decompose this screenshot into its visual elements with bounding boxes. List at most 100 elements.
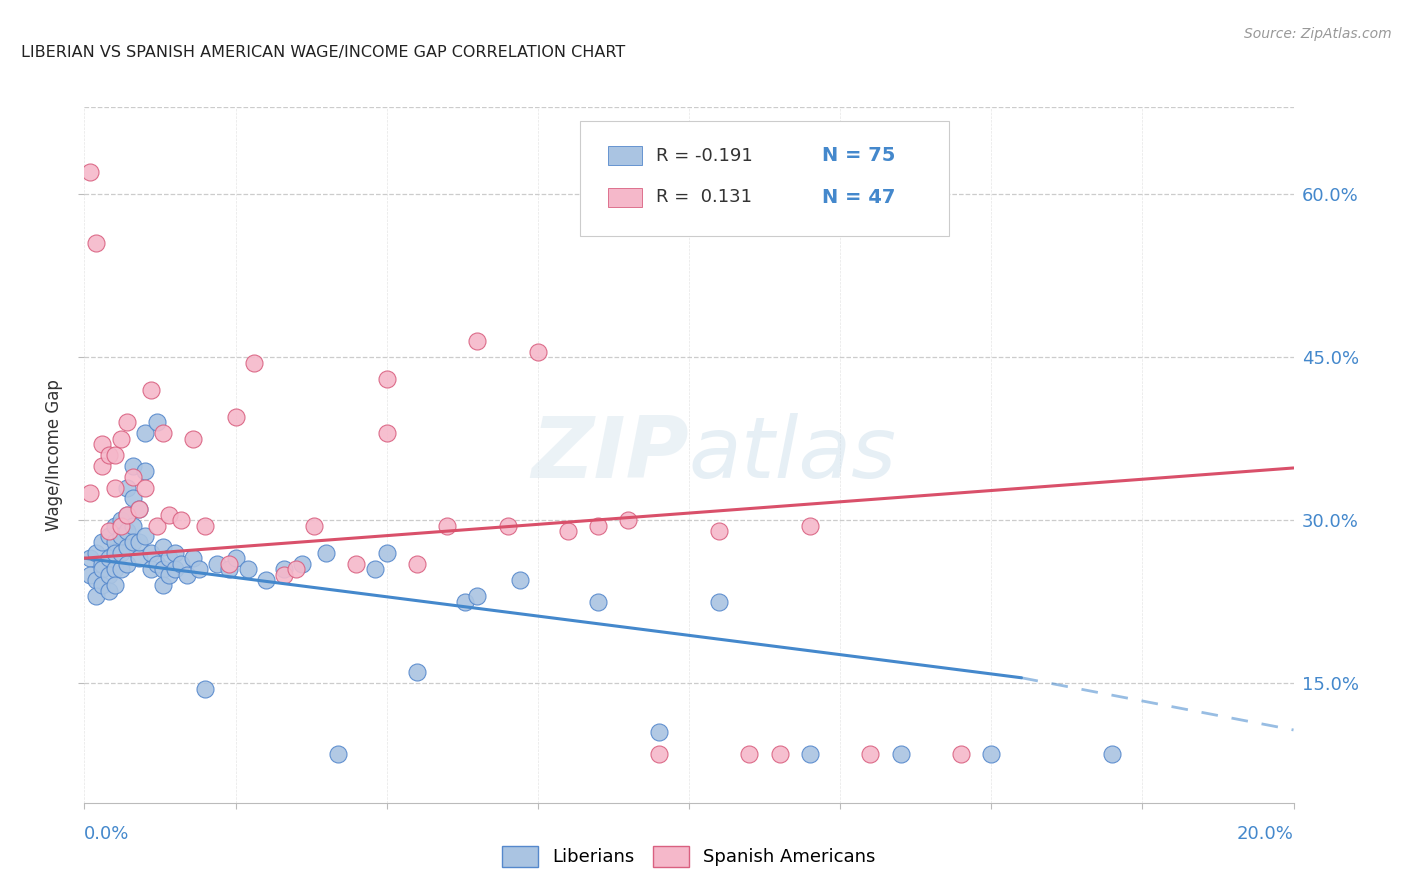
Point <box>97 551 120 566</box>
Point <box>110 546 132 560</box>
Point <box>91 557 114 571</box>
Point <box>121 458 143 473</box>
Point <box>104 534 127 549</box>
Point <box>139 562 162 576</box>
Point <box>152 426 174 441</box>
Point <box>115 415 138 429</box>
Point <box>97 524 120 538</box>
Point <box>242 355 264 369</box>
Point <box>496 518 519 533</box>
Point <box>115 508 138 522</box>
FancyBboxPatch shape <box>581 121 949 235</box>
Point <box>406 557 429 571</box>
Point <box>115 524 138 538</box>
Text: LIBERIAN VS SPANISH AMERICAN WAGE/INCOME GAP CORRELATION CHART: LIBERIAN VS SPANISH AMERICAN WAGE/INCOME… <box>21 45 626 60</box>
Point <box>128 502 150 516</box>
Text: R =  0.131: R = 0.131 <box>657 188 752 206</box>
Point <box>86 546 108 560</box>
Point <box>194 518 217 533</box>
Point <box>86 589 108 603</box>
Point <box>134 529 156 543</box>
Point <box>139 383 162 397</box>
Point <box>363 562 385 576</box>
Point <box>86 573 108 587</box>
Point <box>328 747 350 761</box>
Bar <box>607 187 641 207</box>
Point <box>273 567 295 582</box>
Point <box>79 486 101 500</box>
Point <box>139 546 162 560</box>
Point <box>181 551 204 566</box>
Point <box>218 557 240 571</box>
Point <box>91 578 114 592</box>
Point <box>181 432 204 446</box>
Point <box>375 546 398 560</box>
Text: N = 47: N = 47 <box>823 188 896 207</box>
Point <box>134 464 156 478</box>
Point <box>152 562 174 576</box>
Point <box>115 481 138 495</box>
Point <box>170 513 193 527</box>
Point <box>115 541 138 555</box>
Point <box>121 469 143 483</box>
Point <box>79 551 101 566</box>
Point <box>859 747 882 761</box>
Point <box>218 562 240 576</box>
Point <box>110 513 132 527</box>
Point <box>157 508 180 522</box>
Point <box>454 595 477 609</box>
Point <box>709 524 731 538</box>
Point <box>97 567 120 582</box>
Point <box>588 595 610 609</box>
Point <box>194 681 217 696</box>
Point <box>86 235 108 250</box>
Point <box>104 562 127 576</box>
Point <box>79 165 101 179</box>
Point <box>254 573 277 587</box>
Text: 0.0%: 0.0% <box>84 825 129 843</box>
Point <box>799 518 821 533</box>
Point <box>291 557 314 571</box>
Point <box>285 562 308 576</box>
Point <box>467 589 489 603</box>
Point <box>91 437 114 451</box>
Point <box>121 518 143 533</box>
Point <box>207 557 229 571</box>
Point <box>110 562 132 576</box>
Point <box>128 502 150 516</box>
Point <box>110 529 132 543</box>
Point <box>950 747 973 761</box>
Point <box>104 481 127 495</box>
Point <box>146 518 169 533</box>
Point <box>1101 747 1123 761</box>
Point <box>769 747 792 761</box>
Point <box>738 747 761 761</box>
Point <box>225 409 247 424</box>
Point <box>91 562 114 576</box>
Point <box>436 518 458 533</box>
Point <box>121 491 143 506</box>
Point <box>527 344 550 359</box>
Point <box>104 578 127 592</box>
Point <box>467 334 489 348</box>
Point <box>104 448 127 462</box>
Point <box>170 557 193 571</box>
Point <box>406 665 429 680</box>
Point <box>79 567 101 582</box>
Point <box>273 562 295 576</box>
Point <box>980 747 1002 761</box>
Point <box>648 725 671 739</box>
Point <box>375 372 398 386</box>
Point <box>225 551 247 566</box>
Point <box>115 557 138 571</box>
Point <box>121 534 143 549</box>
Point <box>91 458 114 473</box>
Point <box>188 562 211 576</box>
Point <box>890 747 912 761</box>
Point <box>152 541 174 555</box>
Point <box>799 747 821 761</box>
Point <box>152 578 174 592</box>
Point <box>115 508 138 522</box>
Point <box>128 534 150 549</box>
Point <box>236 562 259 576</box>
